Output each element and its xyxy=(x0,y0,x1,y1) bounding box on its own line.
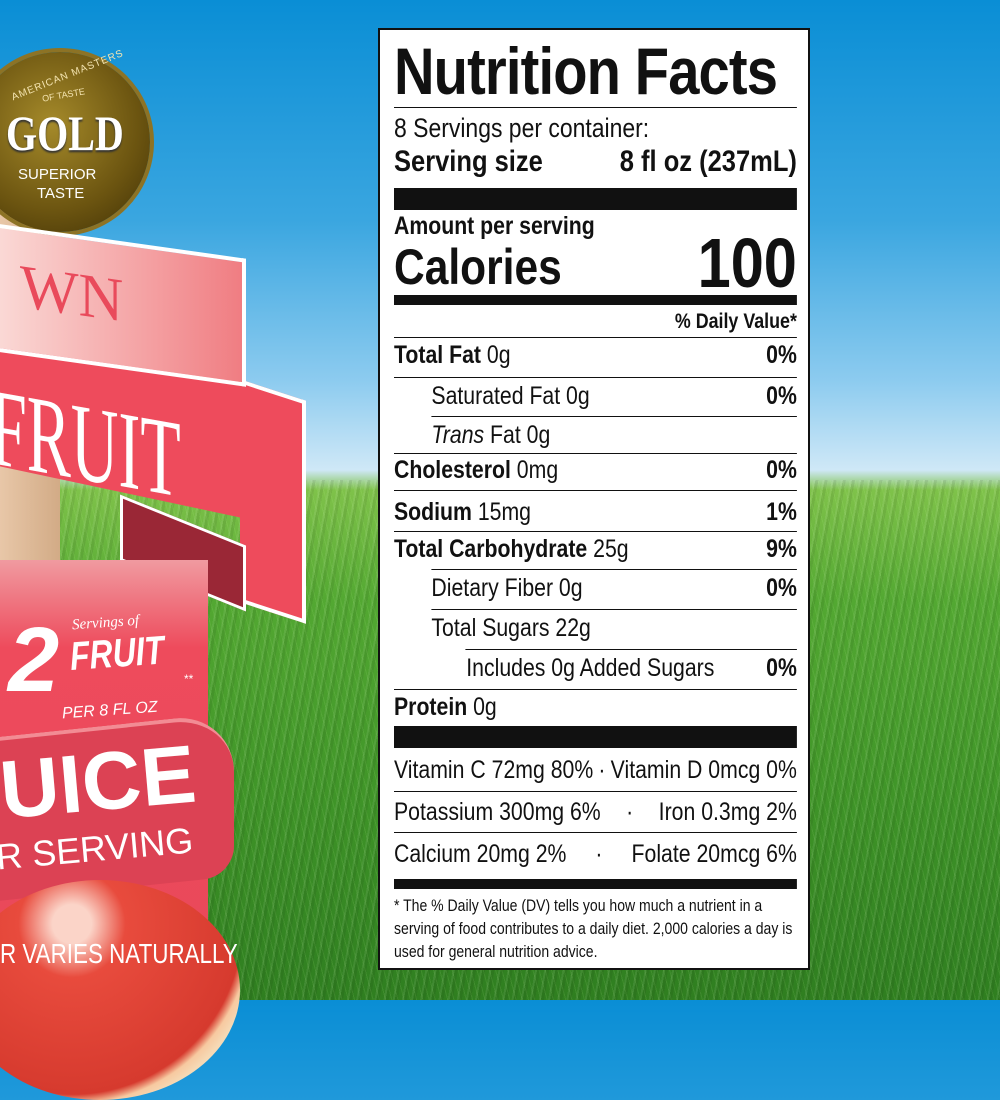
servings-number: 2 xyxy=(8,609,60,711)
medal-line-2: TASTE xyxy=(37,185,85,202)
nutrient-row-cholesterol: Cholesterol 0mg 0% xyxy=(394,456,797,484)
calories-label: Calories xyxy=(394,239,562,295)
amount-per-serving: Amount per serving xyxy=(394,212,595,240)
nutrient-row-added-sugars: Includes 0g Added Sugars 0% xyxy=(466,654,797,682)
daily-value-footnote: * The % Daily Value (DV) tells you how m… xyxy=(394,897,793,961)
servings-per-container: 8 Servings per container: xyxy=(394,113,650,143)
juice-text: UICE xyxy=(0,728,200,837)
serving-size-label: Serving size xyxy=(394,145,543,178)
nutrient-row-saturated-fat: Saturated Fat 0g 0% xyxy=(431,382,797,410)
nutrition-facts-panel xyxy=(378,28,810,970)
gold-medal-seal xyxy=(0,52,150,232)
nutrient-row-protein: Protein 0g xyxy=(394,693,497,721)
vitamin-row-3: Calcium 20mg 2% · Folate 20mcg 6% xyxy=(394,840,797,868)
nutrient-row-total-carbohydrate: Total Carbohydrate 25g 9% xyxy=(394,535,797,563)
serving-size-value: 8 fl oz (237mL) xyxy=(619,145,797,178)
varies-text: R VARIES NATURALLY xyxy=(0,938,238,969)
medium-divider-2 xyxy=(394,879,797,889)
banner-side-shape xyxy=(240,379,306,624)
daily-value-header: % Daily Value* xyxy=(674,310,797,333)
servings-stars: ** xyxy=(184,672,194,686)
vitamin-row-2: Potassium 300mg 6% · Iron 0.3mg 2% xyxy=(394,798,797,826)
vitamin-row-1: Vitamin C 72mg 80% · Vitamin D 0mcg 0% xyxy=(394,756,797,784)
calories-row: Calories 100 xyxy=(394,224,797,302)
serving-size-row: Serving size 8 fl oz (237mL) xyxy=(394,145,797,179)
medal-title: GOLD xyxy=(6,105,124,161)
nutrient-row-dietary-fiber: Dietary Fiber 0g 0% xyxy=(431,574,797,602)
nutrition-title: Nutrition Facts xyxy=(394,34,778,108)
medal-line-1: SUPERIOR xyxy=(18,166,97,183)
nutrient-row-total-sugars: Total Sugars 22g xyxy=(431,614,591,642)
nutrient-row-sodium: Sodium 15mg 1% xyxy=(394,498,797,526)
thick-divider-2 xyxy=(394,726,797,748)
banner-top-text: WN xyxy=(20,252,124,336)
servings-fruit: FRUIT xyxy=(68,628,166,679)
medium-divider xyxy=(394,295,797,305)
nutrient-row-trans-fat: Trans Fat 0g xyxy=(431,421,551,449)
nutrient-row-total-fat: Total Fat 0g 0% xyxy=(394,341,797,369)
calories-value: 100 xyxy=(697,224,797,302)
nutrition-facts-content: Nutrition Facts 8 Servings per container… xyxy=(394,0,797,1000)
thick-divider xyxy=(394,188,797,210)
